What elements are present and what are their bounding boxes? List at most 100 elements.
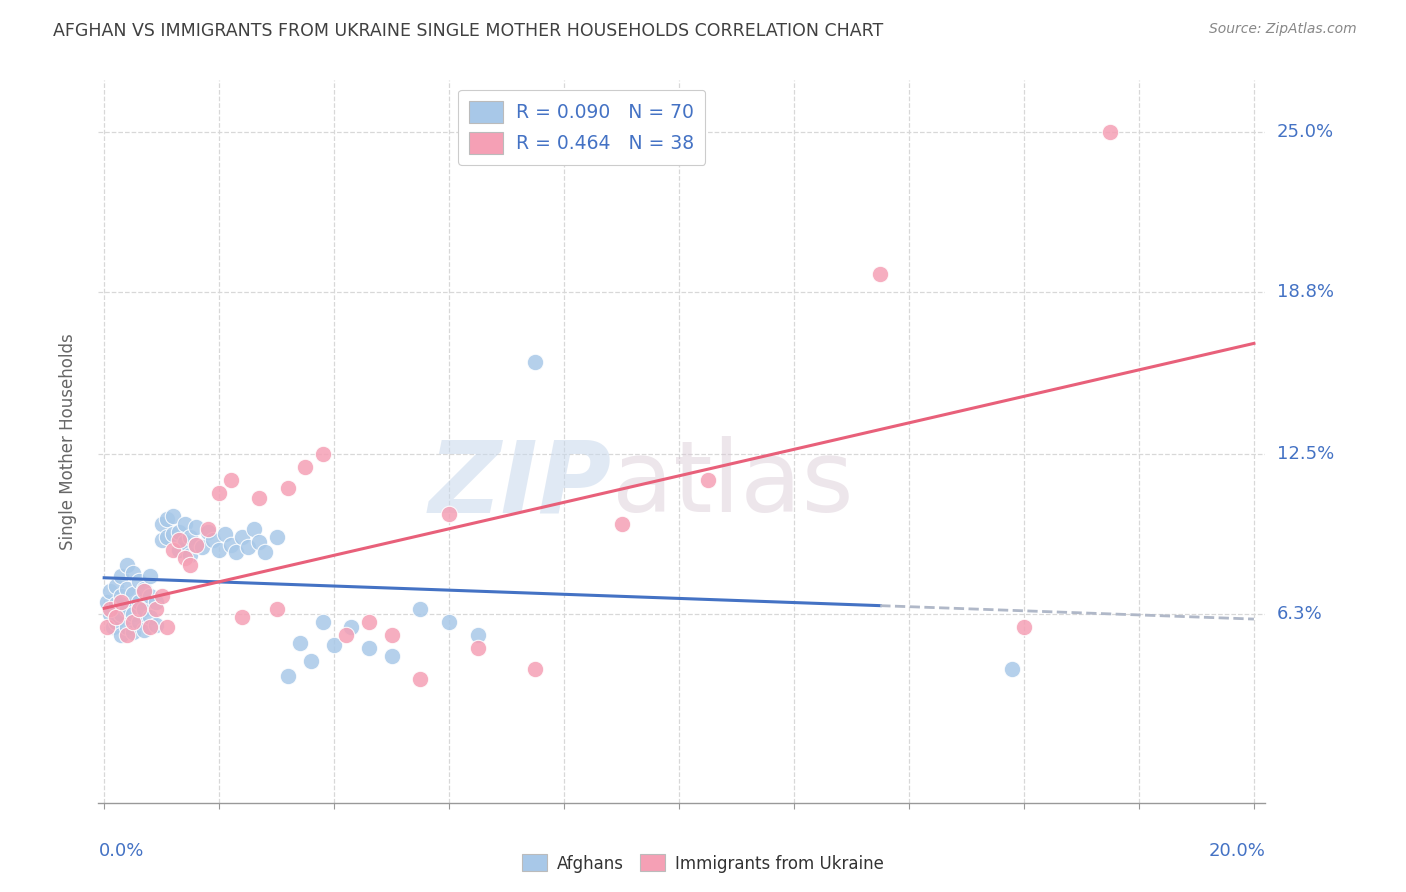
Point	[186, 538, 208, 552]
Point	[115, 602, 138, 616]
Point	[179, 530, 201, 544]
Point	[357, 640, 380, 655]
Text: 20.0%: 20.0%	[1209, 842, 1265, 860]
Point	[162, 527, 184, 541]
Point	[101, 620, 124, 634]
Point	[115, 582, 138, 596]
Point	[524, 662, 547, 676]
Point	[162, 542, 184, 557]
Point	[467, 640, 489, 655]
Point	[167, 524, 190, 539]
Point	[311, 615, 333, 630]
Point	[139, 620, 162, 634]
Text: AFGHAN VS IMMIGRANTS FROM UKRAINE SINGLE MOTHER HOUSEHOLDS CORRELATION CHART: AFGHAN VS IMMIGRANTS FROM UKRAINE SINGLE…	[53, 22, 884, 40]
Point	[437, 615, 460, 630]
Point	[208, 486, 231, 500]
Point	[98, 584, 121, 599]
Point	[128, 594, 150, 608]
Point	[323, 639, 346, 653]
Point	[191, 541, 214, 555]
Point	[179, 548, 201, 562]
Point	[186, 538, 208, 552]
Point	[266, 602, 288, 616]
Point	[167, 542, 190, 557]
Point	[266, 530, 288, 544]
Point	[357, 615, 380, 630]
Point	[186, 519, 208, 533]
Text: 0.0%: 0.0%	[98, 842, 143, 860]
Point	[122, 587, 145, 601]
Point	[1099, 125, 1122, 139]
Point	[134, 602, 156, 616]
Point	[219, 473, 242, 487]
Point	[1001, 662, 1024, 676]
Point	[219, 538, 242, 552]
Point	[104, 579, 127, 593]
Point	[381, 628, 404, 642]
Point	[98, 602, 121, 616]
Point	[173, 550, 195, 565]
Point	[173, 535, 195, 549]
Point	[340, 620, 363, 634]
Point	[110, 607, 132, 622]
Legend: Afghans, Immigrants from Ukraine: Afghans, Immigrants from Ukraine	[515, 847, 891, 880]
Text: Source: ZipAtlas.com: Source: ZipAtlas.com	[1209, 22, 1357, 37]
Point	[1012, 620, 1035, 634]
Point	[122, 607, 145, 622]
Point	[139, 568, 162, 582]
Point	[247, 491, 270, 506]
Point	[214, 527, 236, 541]
Point	[381, 648, 404, 663]
Point	[134, 623, 156, 637]
Legend: R = 0.090   N = 70, R = 0.464   N = 38: R = 0.090 N = 70, R = 0.464 N = 38	[458, 90, 706, 165]
Point	[110, 594, 132, 608]
Point	[409, 672, 432, 686]
Point	[98, 607, 121, 622]
Point	[110, 628, 132, 642]
Text: 12.5%: 12.5%	[1277, 445, 1334, 464]
Point	[610, 517, 633, 532]
Point	[335, 628, 357, 642]
Point	[173, 517, 195, 532]
Point	[128, 602, 150, 616]
Point	[869, 267, 891, 281]
Point	[254, 545, 277, 559]
Point	[156, 620, 179, 634]
Point	[128, 574, 150, 588]
Point	[299, 654, 322, 668]
Point	[122, 615, 145, 630]
Text: 6.3%: 6.3%	[1277, 606, 1322, 624]
Point	[134, 582, 156, 596]
Point	[96, 594, 118, 608]
Point	[696, 473, 718, 487]
Point	[150, 517, 173, 532]
Point	[524, 354, 547, 368]
Point	[128, 615, 150, 630]
Point	[150, 590, 173, 604]
Point	[96, 620, 118, 634]
Point	[467, 628, 489, 642]
Point	[247, 535, 270, 549]
Point	[110, 568, 132, 582]
Point	[139, 610, 162, 624]
Point	[179, 558, 201, 573]
Point	[115, 620, 138, 634]
Point	[110, 590, 132, 604]
Point	[208, 542, 231, 557]
Point	[162, 509, 184, 524]
Point	[134, 584, 156, 599]
Point	[409, 602, 432, 616]
Point	[437, 507, 460, 521]
Point	[156, 512, 179, 526]
Point	[225, 545, 247, 559]
Point	[277, 669, 299, 683]
Point	[311, 447, 333, 461]
Point	[236, 541, 259, 555]
Point	[150, 533, 173, 547]
Text: 18.8%: 18.8%	[1277, 283, 1333, 301]
Point	[145, 594, 167, 608]
Point	[242, 522, 264, 536]
Point	[104, 615, 127, 630]
Point	[122, 566, 145, 581]
Point	[156, 530, 179, 544]
